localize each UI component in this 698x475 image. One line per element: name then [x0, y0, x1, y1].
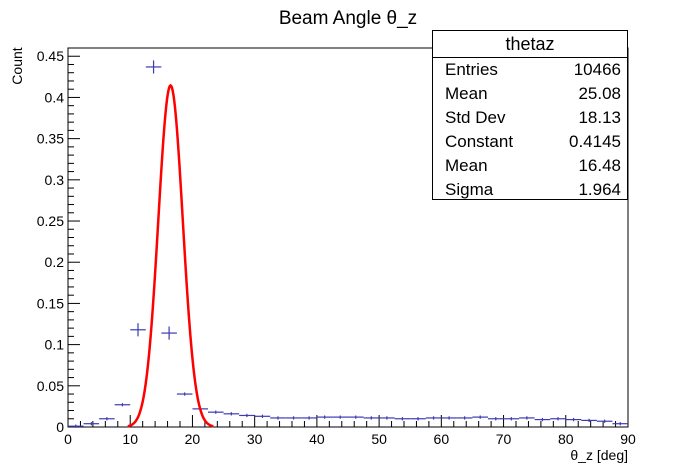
histogram-bin	[488, 417, 504, 421]
stats-row: Constant 0.4145	[433, 130, 627, 154]
stats-label: Constant	[445, 132, 514, 151]
histogram-bin	[316, 415, 333, 419]
x-axis: 0 10 20 30 40 50 60 70 80 90	[64, 415, 636, 447]
y-tick-label: 0.35	[37, 131, 64, 147]
histogram-bin	[83, 422, 100, 426]
stats-row: Mean 25.08	[433, 82, 627, 106]
histogram-bin	[239, 413, 255, 418]
y-tick-label: 0.15	[37, 295, 64, 311]
y-tick-label: 0.05	[37, 378, 64, 394]
histogram-bin	[612, 422, 628, 426]
histogram-bin	[332, 415, 348, 419]
stats-row: Sigma 1.964	[433, 178, 627, 202]
histogram-bin	[285, 416, 302, 420]
y-axis: 0 0.05 0.1 0.15 0.2 0.25 0.3 0.35 0.4 0.45	[37, 48, 80, 435]
stats-title: thetaz	[433, 31, 627, 58]
x-tick-label: 50	[371, 431, 387, 447]
x-axis-label: θ_z [deg]	[570, 447, 628, 463]
x-tick-label: 40	[309, 431, 325, 447]
y-tick-label: 0.45	[37, 48, 64, 64]
y-tick-label: 0.2	[45, 254, 65, 270]
y-axis-label: Count	[9, 47, 25, 84]
x-tick-label: 10	[122, 431, 138, 447]
y-tick-label: 0.1	[45, 337, 65, 353]
histogram-bin	[394, 417, 411, 421]
histogram-bin	[223, 412, 240, 416]
stats-label: Entries	[445, 60, 498, 79]
stats-value: 1.964	[578, 180, 621, 199]
stats-row: Entries 10466	[433, 58, 627, 82]
chart-title: Beam Angle θ_z	[279, 8, 417, 29]
histogram-bin	[176, 392, 193, 396]
y-tick-label: 0.3	[45, 172, 65, 188]
histogram-bin	[114, 403, 131, 407]
stats-value: 0.4145	[569, 132, 621, 151]
histogram-bin	[565, 417, 582, 422]
histogram-bin	[130, 323, 146, 337]
stats-value: 16.48	[578, 156, 621, 175]
histogram-bin	[348, 415, 364, 419]
histogram-bin	[379, 416, 395, 420]
histogram-bin	[534, 417, 551, 422]
histogram-bin	[472, 415, 488, 419]
x-tick-label: 20	[185, 431, 201, 447]
x-tick-label: 30	[247, 431, 263, 447]
y-tick-label: 0	[56, 419, 64, 435]
x-tick-label: 80	[558, 431, 574, 447]
histogram-bin	[363, 416, 380, 420]
gaussian-fit-line	[127, 83, 214, 428]
stats-rows: Entries 10466 Mean 25.08 Std Dev 18.13 Constan…	[433, 58, 627, 202]
histogram-bin	[503, 417, 520, 421]
histogram-bin	[519, 416, 535, 420]
histogram-bin	[425, 416, 442, 420]
stats-value: 10466	[573, 60, 621, 79]
histogram-bin	[596, 419, 613, 423]
histogram-bin	[68, 424, 84, 428]
histogram-bin	[441, 416, 457, 420]
histogram-series	[68, 60, 628, 428]
stats-label: Sigma	[445, 180, 494, 199]
y-tick-label: 0.4	[45, 89, 65, 105]
histogram-bin	[254, 414, 271, 418]
histogram-bin	[145, 60, 162, 74]
histogram-bin	[161, 326, 177, 340]
stats-label: Mean	[445, 156, 488, 175]
y-tick-label: 0.25	[37, 213, 64, 229]
x-tick-label: 90	[620, 431, 636, 447]
histogram-bin	[581, 418, 597, 423]
histogram-bin	[270, 416, 286, 420]
x-tick-label: 70	[496, 431, 512, 447]
histogram-bin	[99, 417, 115, 421]
stats-box: thetaz Entries 10466 Mean 25.08 Std Dev 18.13…	[432, 30, 628, 200]
stats-value: 25.08	[578, 84, 621, 103]
stats-label: Mean	[445, 84, 488, 103]
stats-row: Std Dev 18.13	[433, 106, 627, 130]
x-tick-label: 60	[434, 431, 450, 447]
stats-value: 18.13	[578, 108, 621, 127]
histogram-bin	[410, 417, 426, 421]
stats-label: Std Dev	[445, 108, 506, 127]
x-tick-label: 0	[64, 431, 72, 447]
histogram-bin	[550, 417, 566, 421]
histogram-bin	[301, 416, 317, 420]
histogram-bin	[456, 416, 473, 420]
histogram-bin	[208, 410, 224, 414]
stats-row: Mean 16.48	[433, 154, 627, 178]
